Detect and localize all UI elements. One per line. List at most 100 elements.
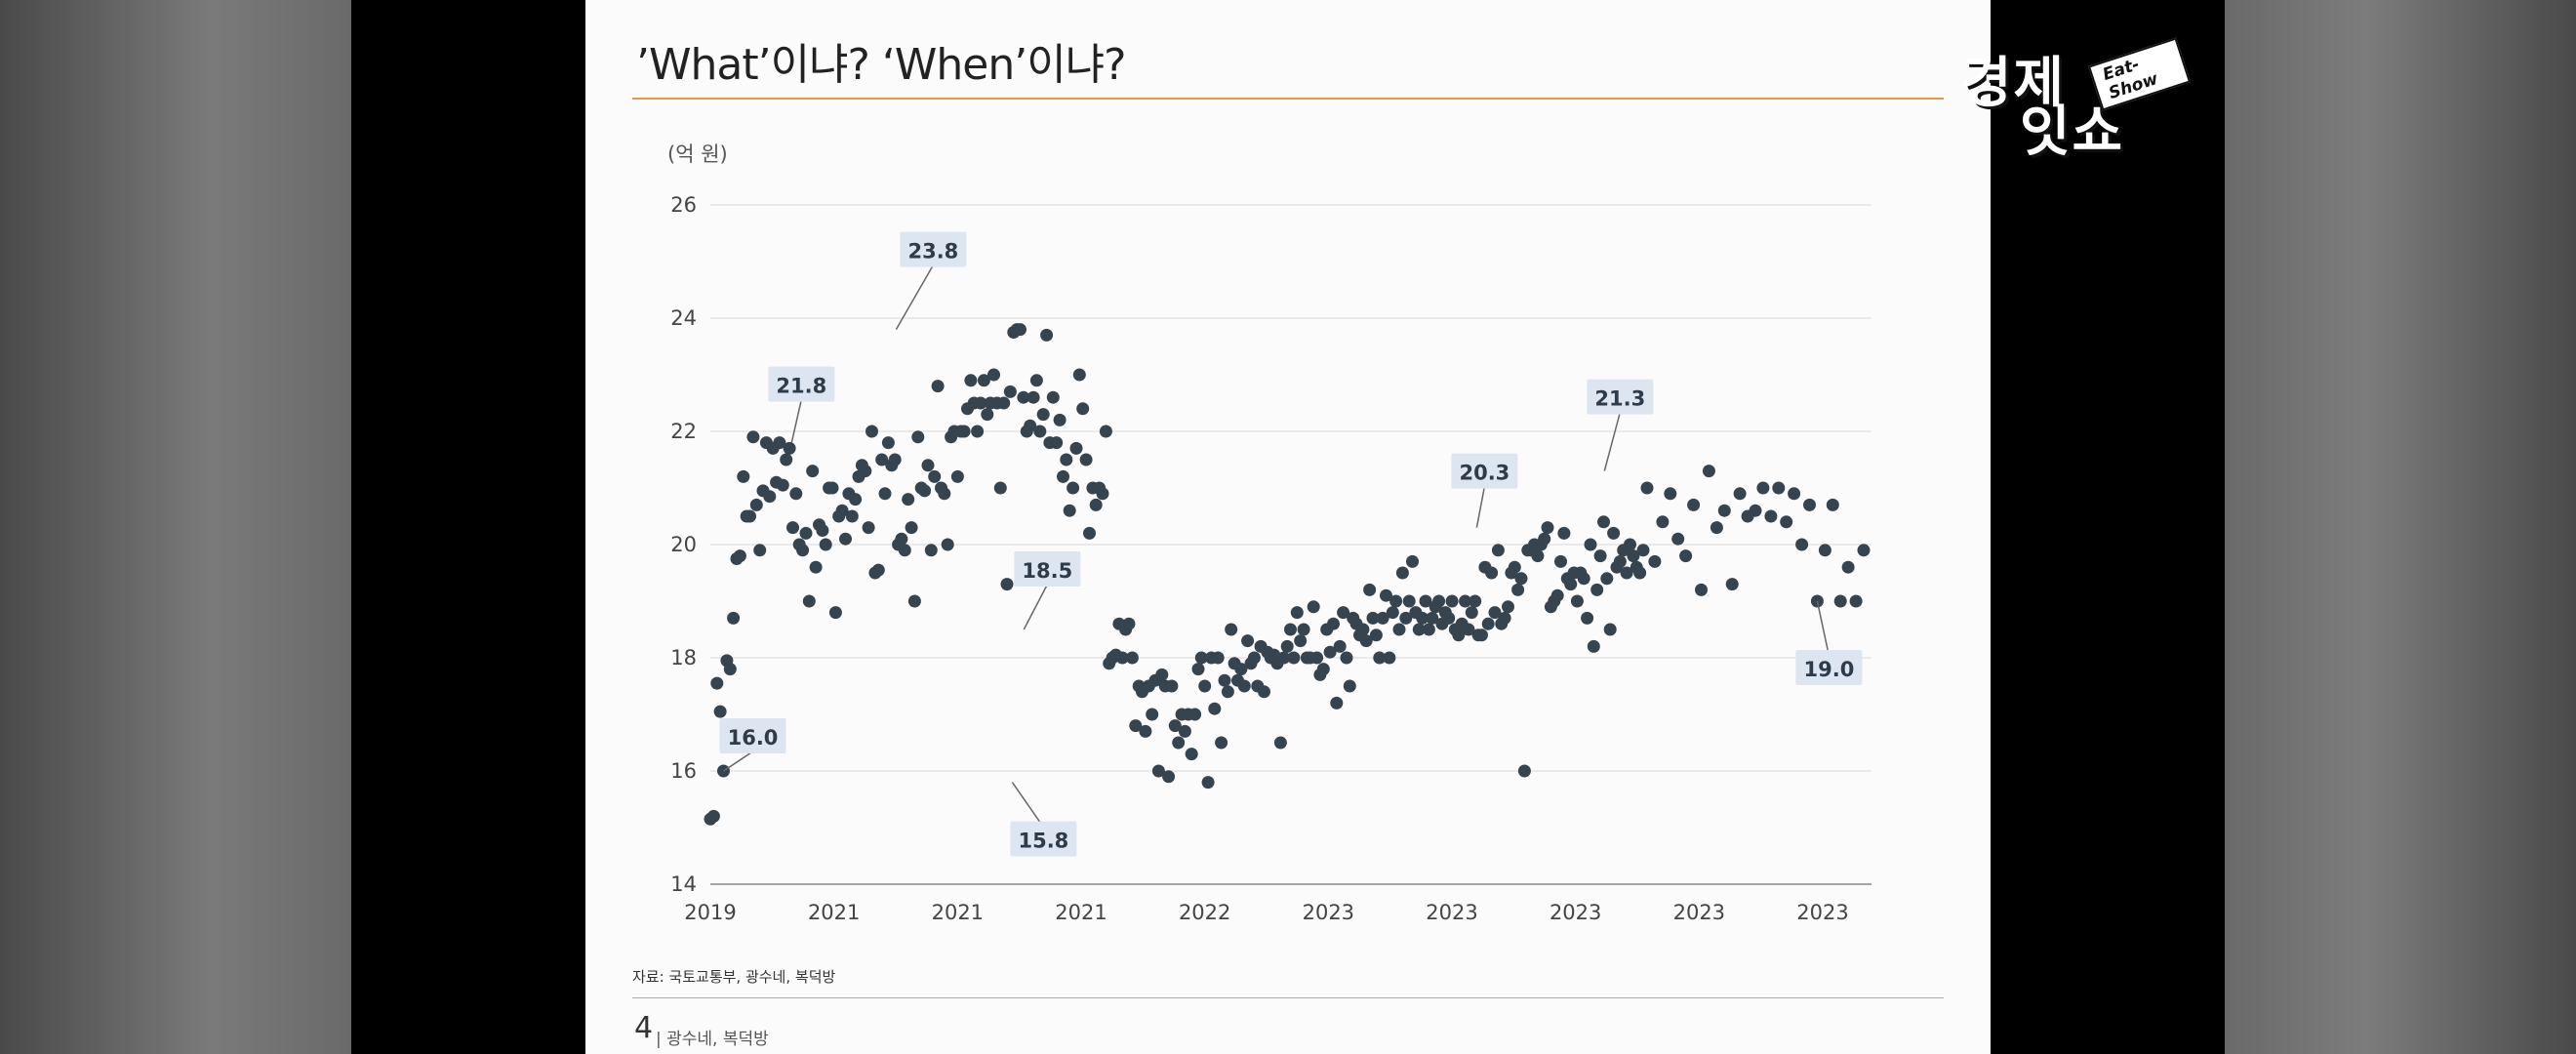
data-point (950, 469, 964, 483)
annotation-leader (790, 399, 803, 443)
data-point (1072, 368, 1086, 382)
background-right-panel (2225, 0, 2576, 1054)
data-point (839, 532, 852, 546)
data-point (1419, 594, 1432, 608)
data-point (1636, 544, 1650, 557)
data-point (796, 544, 810, 557)
data-point (1710, 521, 1723, 535)
data-point (1178, 724, 1191, 738)
data-point (1508, 560, 1521, 574)
data-point (1076, 402, 1090, 416)
data-point (1129, 719, 1143, 733)
y-tick-label: 18 (670, 646, 697, 669)
data-point (1780, 515, 1793, 529)
x-tick-label: 2023 (1673, 901, 1725, 924)
data-point (1538, 532, 1551, 546)
data-point (1247, 651, 1261, 665)
data-point (1648, 554, 1662, 568)
data-point (1198, 679, 1212, 693)
data-point (898, 544, 911, 557)
data-point (1359, 634, 1373, 648)
data-point (746, 430, 760, 444)
data-point (997, 396, 1011, 410)
data-point (1185, 748, 1198, 761)
y-tick-label: 14 (670, 872, 697, 896)
data-point (918, 484, 932, 498)
data-point (1234, 663, 1248, 676)
data-point (1810, 594, 1824, 608)
data-point (1717, 504, 1731, 517)
data-point (1225, 623, 1238, 636)
data-point (921, 459, 935, 472)
y-tick-label: 26 (670, 193, 697, 217)
annotation-box (1451, 453, 1518, 489)
x-tick-label: 2022 (1179, 901, 1230, 924)
data-point (1469, 594, 1482, 608)
data-point (1590, 583, 1604, 596)
data-point (1033, 425, 1047, 438)
data-point (1046, 390, 1060, 404)
data-point (875, 453, 889, 466)
data-point (1550, 588, 1564, 602)
annotation-box (768, 366, 835, 402)
data-point (1557, 526, 1571, 540)
data-point (1514, 572, 1528, 586)
data-point (1498, 611, 1511, 625)
data-point (1788, 487, 1801, 501)
annotation-leader (1023, 584, 1048, 630)
data-point (871, 563, 885, 577)
annotation-label: 23.8 (907, 240, 958, 264)
data-point (1818, 544, 1831, 557)
data-point (1531, 549, 1545, 563)
data-point (1343, 679, 1356, 693)
annotation-box (719, 718, 786, 753)
data-point (1284, 623, 1297, 636)
data-point (1412, 623, 1426, 636)
data-point (931, 380, 945, 393)
annotation-leader (1011, 782, 1045, 829)
data-point (1125, 651, 1139, 665)
data-point (1488, 606, 1502, 620)
data-point (1376, 611, 1389, 625)
x-tick-label: 2019 (684, 901, 736, 924)
data-point (1067, 481, 1080, 495)
data-point (806, 465, 820, 478)
data-point (1026, 390, 1040, 404)
data-point (1656, 515, 1670, 529)
data-point (727, 611, 741, 625)
annotation-box (900, 231, 967, 267)
data-point (1764, 509, 1778, 523)
x-tick-label: 2021 (932, 901, 984, 924)
data-point (1208, 702, 1222, 715)
chart-y-ticks: 14 16 18 20 22 24 26 (670, 193, 697, 896)
data-point (717, 764, 730, 778)
annotation-leader (723, 750, 753, 772)
data-point (1613, 554, 1627, 568)
y-tick-label: 24 (670, 306, 697, 330)
data-point (1201, 776, 1215, 790)
data-point (1581, 611, 1594, 625)
data-point (1459, 594, 1472, 608)
data-point (881, 436, 895, 450)
data-point (1146, 708, 1159, 721)
data-point (1280, 639, 1294, 653)
data-point (1383, 651, 1396, 665)
data-point (1857, 544, 1871, 557)
y-tick-label: 20 (670, 533, 697, 556)
logo-text-line2: 잇쇼 (2020, 101, 2125, 164)
letterbox-left (351, 0, 585, 1054)
data-point (981, 408, 994, 422)
y-tick-label: 22 (670, 420, 697, 443)
chart-grid (710, 204, 1872, 885)
page-number: 4 (634, 1011, 654, 1045)
data-point (1541, 521, 1554, 535)
data-point (1395, 566, 1409, 580)
data-point (783, 441, 796, 455)
data-point (835, 504, 849, 517)
data-point (964, 374, 978, 387)
annotation-label: 20.3 (1459, 462, 1509, 485)
data-point (780, 453, 793, 466)
chart-x-ticks: 2019 2021 2021 2021 2022 2023 2023 2023 2023 2023 (684, 901, 1848, 924)
title-rule (632, 98, 1944, 100)
